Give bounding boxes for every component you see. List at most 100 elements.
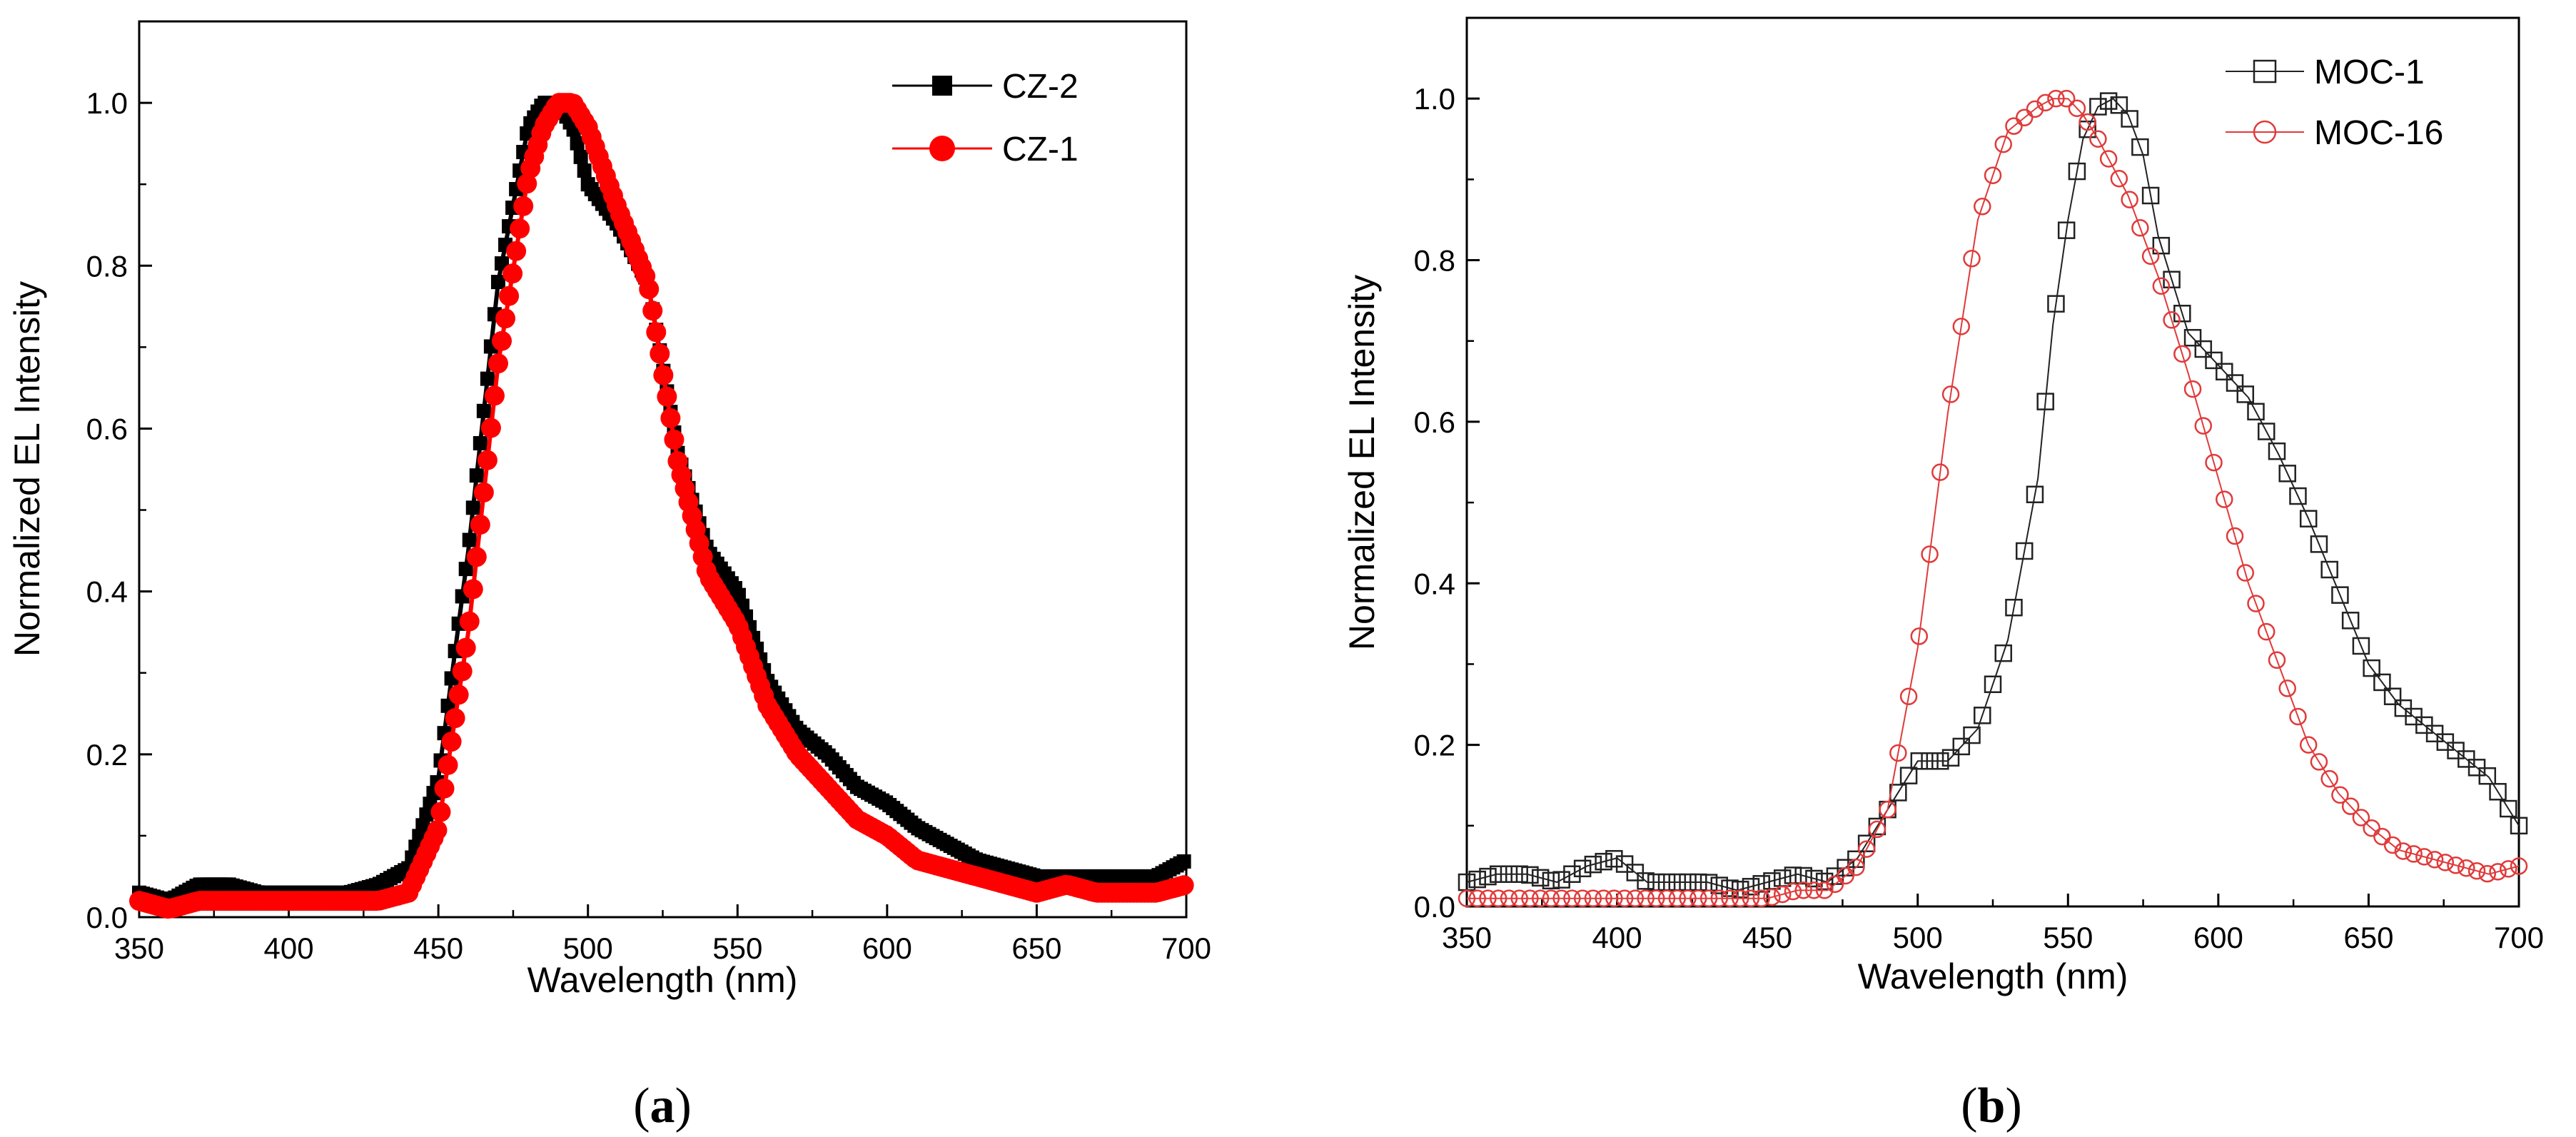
data-point	[2015, 108, 2034, 127]
chart-panel-a: 350 400 450 500 550 600 650 700 0.0 0.2 0.4 0.6 0.8 1…	[7, 20, 1211, 1133]
data-point	[2352, 637, 2370, 655]
y-tick-label: 0.2	[86, 738, 128, 772]
data-point	[2131, 219, 2149, 237]
data-point	[1941, 749, 1960, 767]
data-point	[2320, 560, 2338, 579]
data-point	[2183, 328, 2202, 347]
data-point	[664, 429, 685, 450]
data-point	[2331, 786, 2349, 804]
data-point	[1994, 135, 2012, 153]
data-point	[492, 330, 512, 351]
x-tick-label: 700	[2494, 921, 2544, 954]
data-point	[2089, 98, 2107, 116]
data-point	[2405, 845, 2423, 863]
data-point	[1479, 867, 1497, 886]
data-point	[1921, 752, 1939, 770]
panel-label-open: (	[633, 1078, 650, 1133]
data-point	[466, 547, 487, 567]
legend: MOC-1 MOC-16	[2226, 54, 2443, 152]
x-tick-label: 650	[1011, 931, 1061, 965]
data-point	[2299, 736, 2318, 754]
data-point	[2500, 860, 2517, 878]
data-point	[2478, 767, 2497, 785]
data-point	[2310, 753, 2328, 771]
data-point	[1531, 869, 1550, 887]
data-point	[2163, 311, 2181, 329]
legend-entry: MOC-1	[2226, 54, 2425, 91]
data-point	[477, 450, 497, 470]
data-point	[473, 482, 494, 502]
data-point	[2489, 783, 2507, 801]
data-point	[1510, 889, 1528, 907]
data-point	[1763, 888, 1781, 906]
data-point	[470, 515, 490, 535]
data-point	[1552, 871, 1570, 889]
y-axis-label: Normalized EL Intensity	[1342, 275, 1382, 650]
data-point	[2068, 162, 2086, 181]
data-point	[2194, 417, 2213, 435]
data-point	[415, 818, 430, 833]
data-point	[476, 403, 491, 418]
x-tick-label: 700	[1161, 931, 1211, 965]
data-point	[1931, 463, 1949, 481]
data-point	[2289, 487, 2307, 505]
data-point	[1815, 872, 1834, 891]
data-point	[1994, 644, 2012, 662]
data-point	[480, 371, 495, 386]
data-point	[2226, 527, 2244, 545]
data-point	[1552, 889, 1570, 907]
data-point	[1752, 889, 1770, 907]
data-point	[2468, 861, 2486, 880]
data-point	[441, 732, 462, 752]
data-point	[1773, 885, 1792, 904]
data-point	[1731, 889, 1749, 907]
data-point	[2352, 809, 2370, 827]
data-point	[2278, 679, 2296, 697]
data-point	[484, 385, 505, 406]
data-point	[1584, 889, 1602, 907]
data-point	[1542, 889, 1560, 907]
data-point	[2510, 857, 2528, 875]
panel-label-close: )	[2005, 1078, 2021, 1133]
data-point	[452, 661, 473, 682]
data-point	[2341, 797, 2360, 815]
data-point	[499, 285, 520, 306]
data-point	[2268, 442, 2286, 460]
series-moc-16	[1458, 89, 2528, 907]
data-point	[419, 807, 434, 822]
x-tick-label: 500	[1893, 921, 1943, 954]
data-point	[2205, 351, 2223, 370]
data-point	[1826, 875, 1844, 894]
y-tick-label: 0.8	[86, 249, 128, 283]
data-point	[1699, 889, 1718, 907]
data-point	[1974, 707, 1991, 724]
panel-label-b: (b)	[1961, 1078, 2022, 1133]
data-point	[1657, 889, 1676, 907]
x-tick-label: 500	[563, 931, 613, 965]
data-point	[2278, 465, 2296, 482]
panel-label-open: (	[1961, 1078, 1977, 1133]
data-point	[463, 579, 483, 600]
data-point	[1668, 889, 1687, 907]
y-tick-label: 0.6	[1414, 405, 1455, 439]
data-point	[2500, 799, 2517, 818]
legend-label: MOC-1	[2314, 54, 2425, 91]
data-point	[1879, 800, 1896, 819]
data-point	[1805, 881, 1823, 899]
y-tick-label: 0.2	[1414, 729, 1455, 762]
legend-marker	[2253, 59, 2277, 84]
data-point	[1952, 318, 1971, 335]
data-point	[1489, 865, 1507, 883]
data-point	[2363, 659, 2380, 677]
panel-label-letter: b	[1978, 1078, 2006, 1133]
data-point	[1542, 871, 1560, 890]
panel-label-close: )	[675, 1078, 692, 1133]
data-point	[573, 149, 588, 164]
data-point	[2415, 848, 2433, 866]
data-point	[1500, 865, 1518, 883]
legend-entry: MOC-16	[2226, 114, 2443, 152]
data-point	[473, 435, 488, 450]
data-point	[2341, 612, 2360, 630]
legend-label: CZ-2	[1002, 68, 1079, 106]
data-point	[1974, 198, 1991, 216]
